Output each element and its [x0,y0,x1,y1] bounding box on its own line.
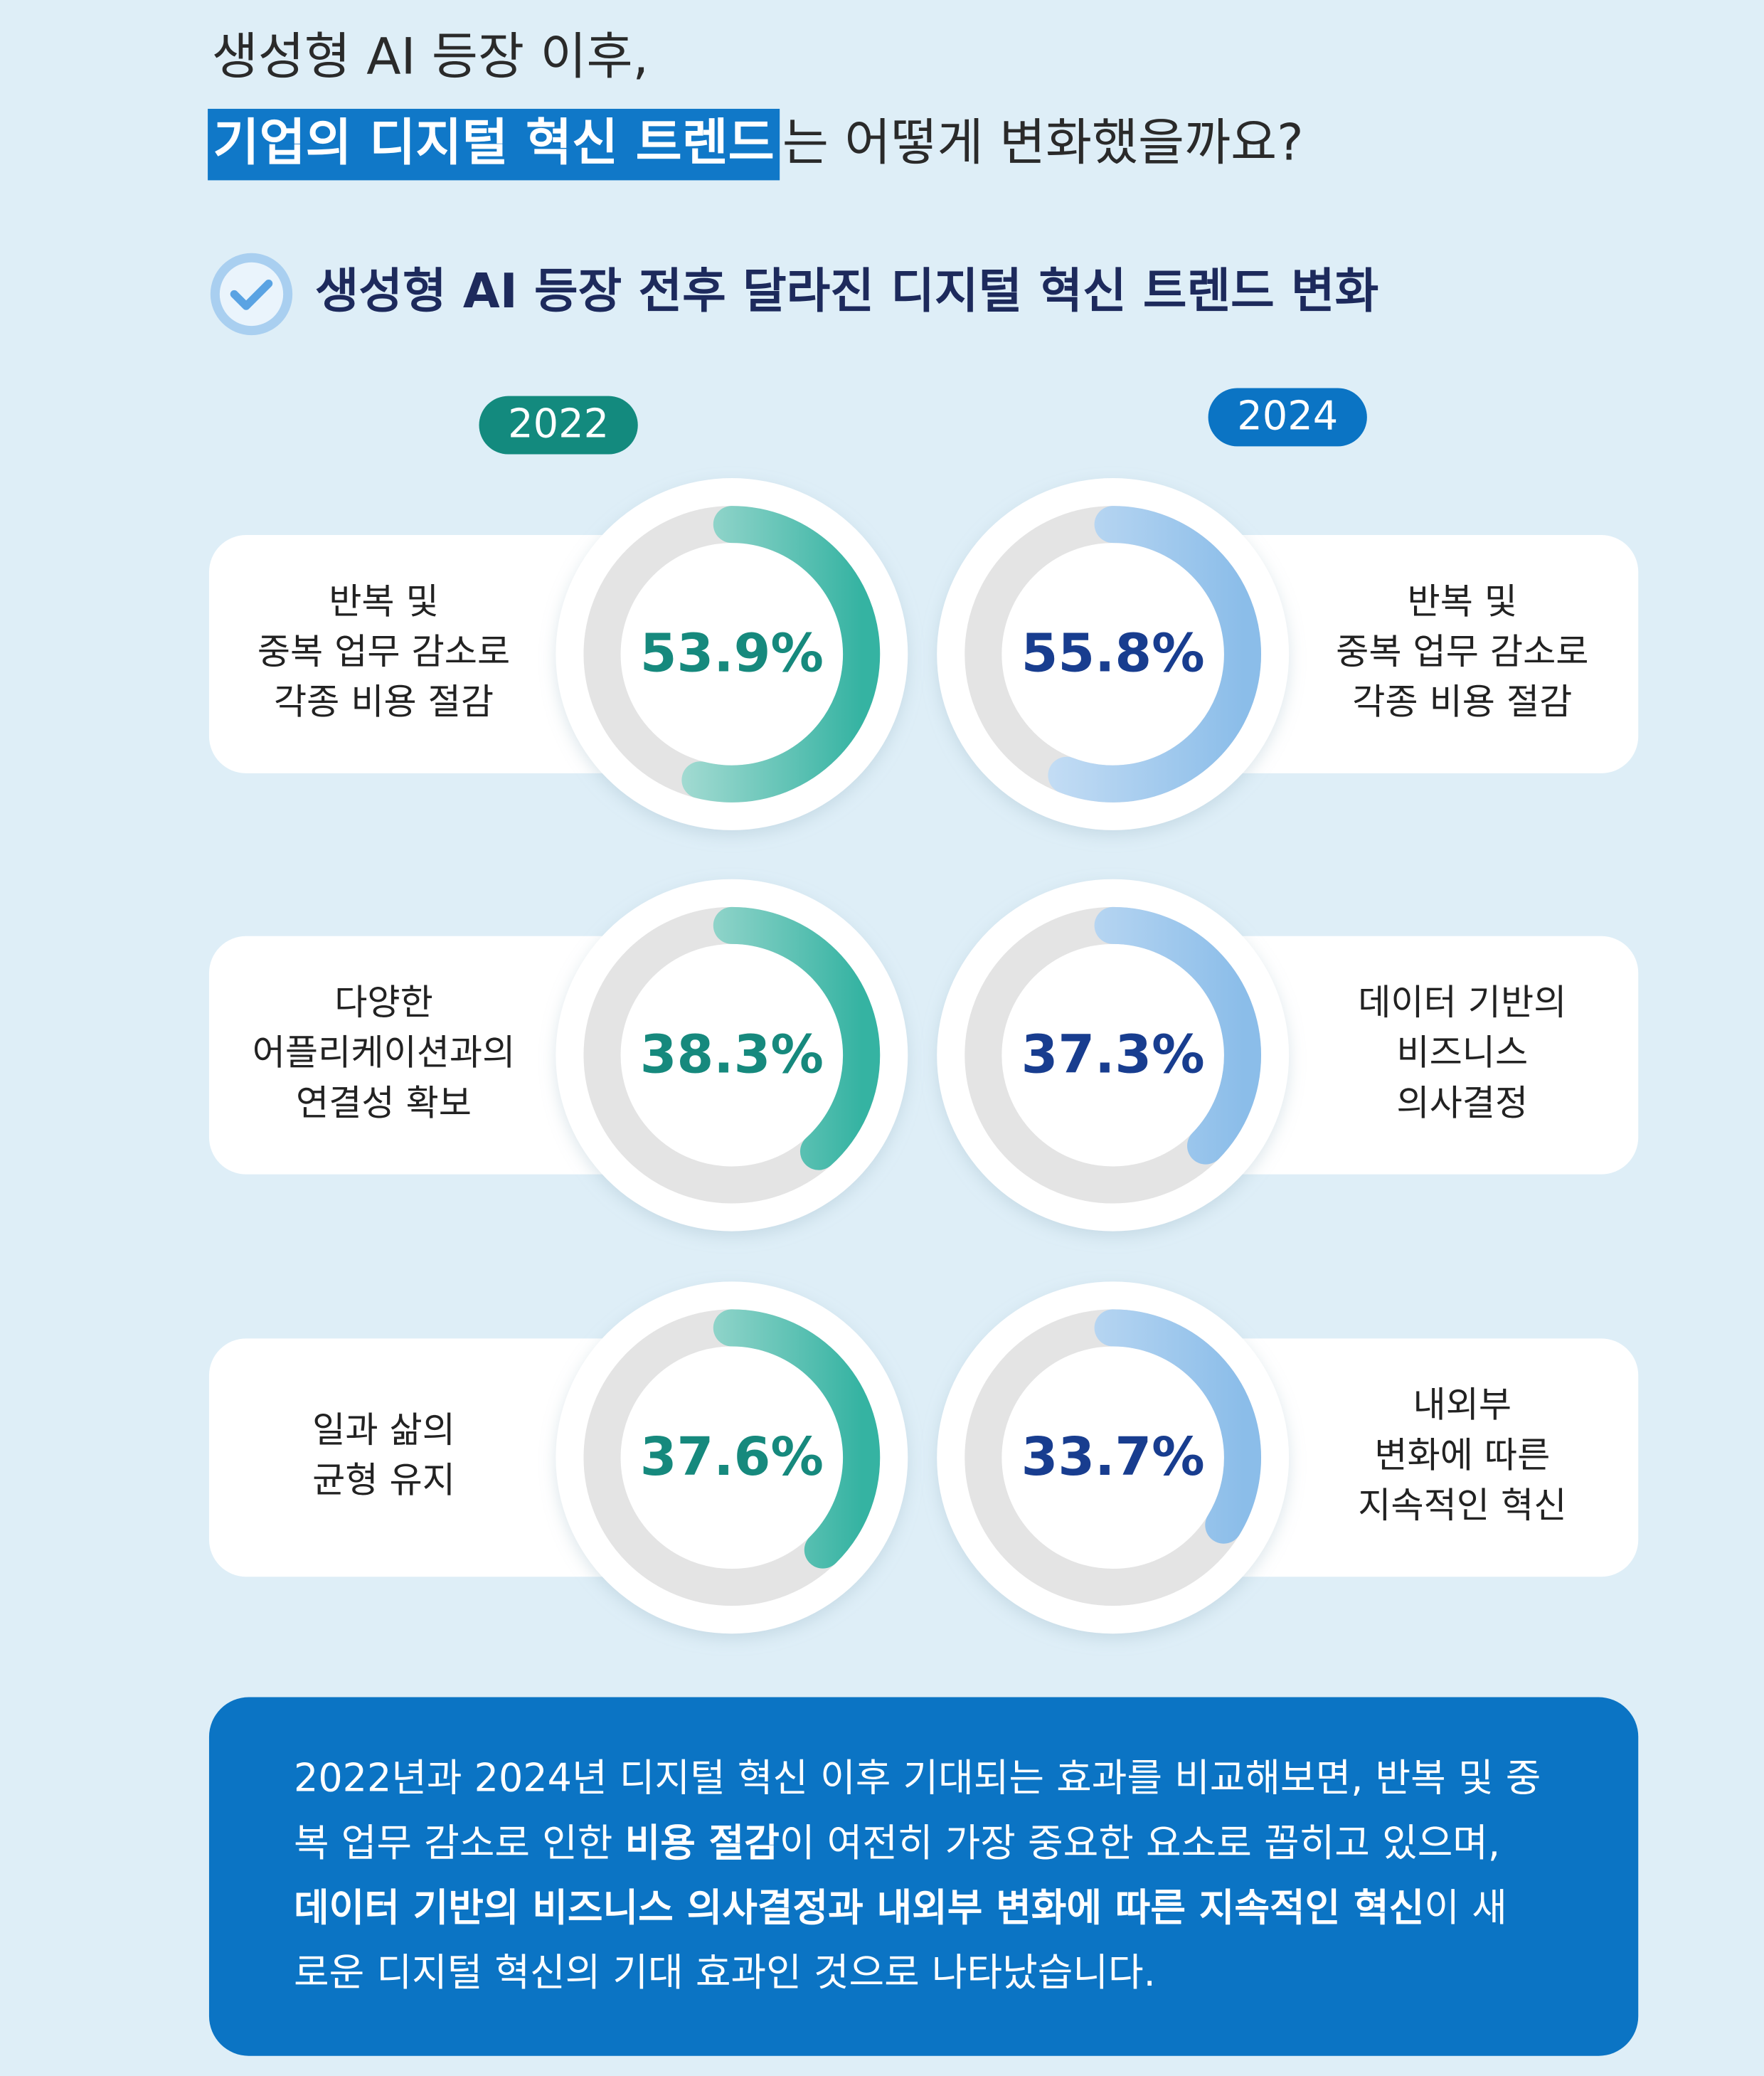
item-label: 데이터 기반의 [1358,981,1566,1023]
donut-arc [965,906,1262,1204]
donut-arc [583,1309,881,1606]
summary-line: 복 업무 감소로 인한 비용 절감이 여전히 가장 중요한 요소로 꼽히고 있으… [294,1821,1500,1865]
item-label: 반복 및 [329,580,439,622]
donut-value: 37.6% [640,1426,824,1488]
summary-text: 데이터 기반의 비즈니스 의사결정과 내외부 변화에 따른 지속적인 혁신 [294,1885,1424,1930]
check-mark [230,279,273,310]
donut-arc [965,1309,1262,1606]
item-label: 의사결정 [1396,1081,1528,1123]
summary-text: 복 업무 감소로 인한 [294,1821,625,1865]
donut-arc [583,906,881,1204]
donut-arc [583,506,881,803]
item-label: 반복 및 [1408,580,1518,622]
summary-line: 로운 디지털 혁신의 기대 효과인 것으로 나타났습니다. [294,1950,1156,1995]
summary-line: 2022년과 2024년 디지털 혁신 이후 기대되는 효과를 비교해보면, 반… [294,1755,1541,1800]
year-label: 2022 [508,401,609,447]
title-line: 생성형 AI 등장 이후, [212,27,649,86]
item-label: 중복 업무 감소로 [257,630,510,672]
year-pill [1208,388,1367,447]
summary-box [208,1697,1639,2056]
section-title: 생성형 AI 등장 전후 달라진 디지털 혁신 트렌드 변화 [315,263,1378,319]
donut-arc [965,506,1262,803]
check-icon-inner [219,262,284,327]
donut-value: 37.3% [1021,1023,1205,1085]
donut-value: 33.7% [1021,1426,1205,1488]
item-label: 다양한 [334,981,433,1023]
item-label: 연결성 확보 [296,1081,472,1123]
title-rest: 는 어떻게 변화했을까요? [782,113,1304,172]
summary-text: 비용 절감 [625,1821,780,1865]
title-highlight: 기업의 디지털 혁신 트렌드 [213,113,775,172]
item-label: 어플리케이션과의 [253,1032,516,1074]
item-label: 각종 비용 절감 [274,681,494,723]
donut-value: 55.8% [1021,623,1205,684]
summary-line: 데이터 기반의 비즈니스 의사결정과 내외부 변화에 따른 지속적인 혁신이 새 [294,1885,1507,1930]
donut-value: 53.9% [640,623,824,684]
item-label: 중복 업무 감소로 [1336,630,1588,672]
item-label: 일과 삶의 [312,1409,455,1451]
title-highlight-box [208,108,780,181]
summary-text: 로운 디지털 혁신의 기대 효과인 것으로 나타났습니다. [294,1950,1156,1995]
summary-text: 이 새 [1424,1885,1507,1930]
summary-text: 이 여전히 가장 중요한 요소로 꼽히고 있으며, [780,1821,1500,1865]
year-pill [479,396,638,455]
item-label: 비즈니스 [1396,1032,1528,1074]
item-label: 지속적인 혁신 [1358,1484,1566,1526]
item-label: 내외부 [1413,1384,1512,1426]
item-label: 변화에 따른 [1374,1434,1550,1476]
summary-text: 2022년과 2024년 디지털 혁신 이후 기대되는 효과를 비교해보면, 반… [294,1755,1541,1800]
item-label: 각종 비용 절감 [1352,681,1572,723]
item-label: 균형 유지 [312,1459,455,1501]
year-label: 2024 [1237,393,1338,439]
donut-value: 38.3% [640,1023,824,1085]
